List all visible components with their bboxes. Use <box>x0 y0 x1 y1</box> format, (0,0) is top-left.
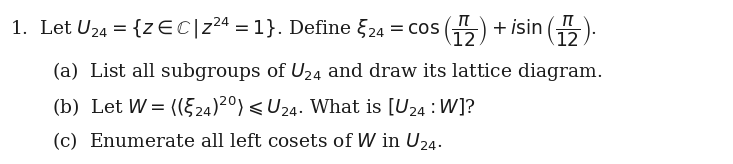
Text: (c)  Enumerate all left cosets of $W$ in $U_{24}$.: (c) Enumerate all left cosets of $W$ in … <box>52 131 443 153</box>
Text: (a)  List all subgroups of $U_{24}$ and draw its lattice diagram.: (a) List all subgroups of $U_{24}$ and d… <box>52 60 603 83</box>
Text: 1.  Let $U_{24} = \{z \in \mathbb{C}\,|\,z^{24} = 1\}$. Define $\xi_{24} = \cos\: 1. Let $U_{24} = \{z \in \mathbb{C}\,|\,… <box>10 13 597 48</box>
Text: (b)  Let $W = \langle (\xi_{24})^{20} \rangle \leqslant U_{24}$. What is $[U_{24: (b) Let $W = \langle (\xi_{24})^{20} \ra… <box>52 94 476 120</box>
